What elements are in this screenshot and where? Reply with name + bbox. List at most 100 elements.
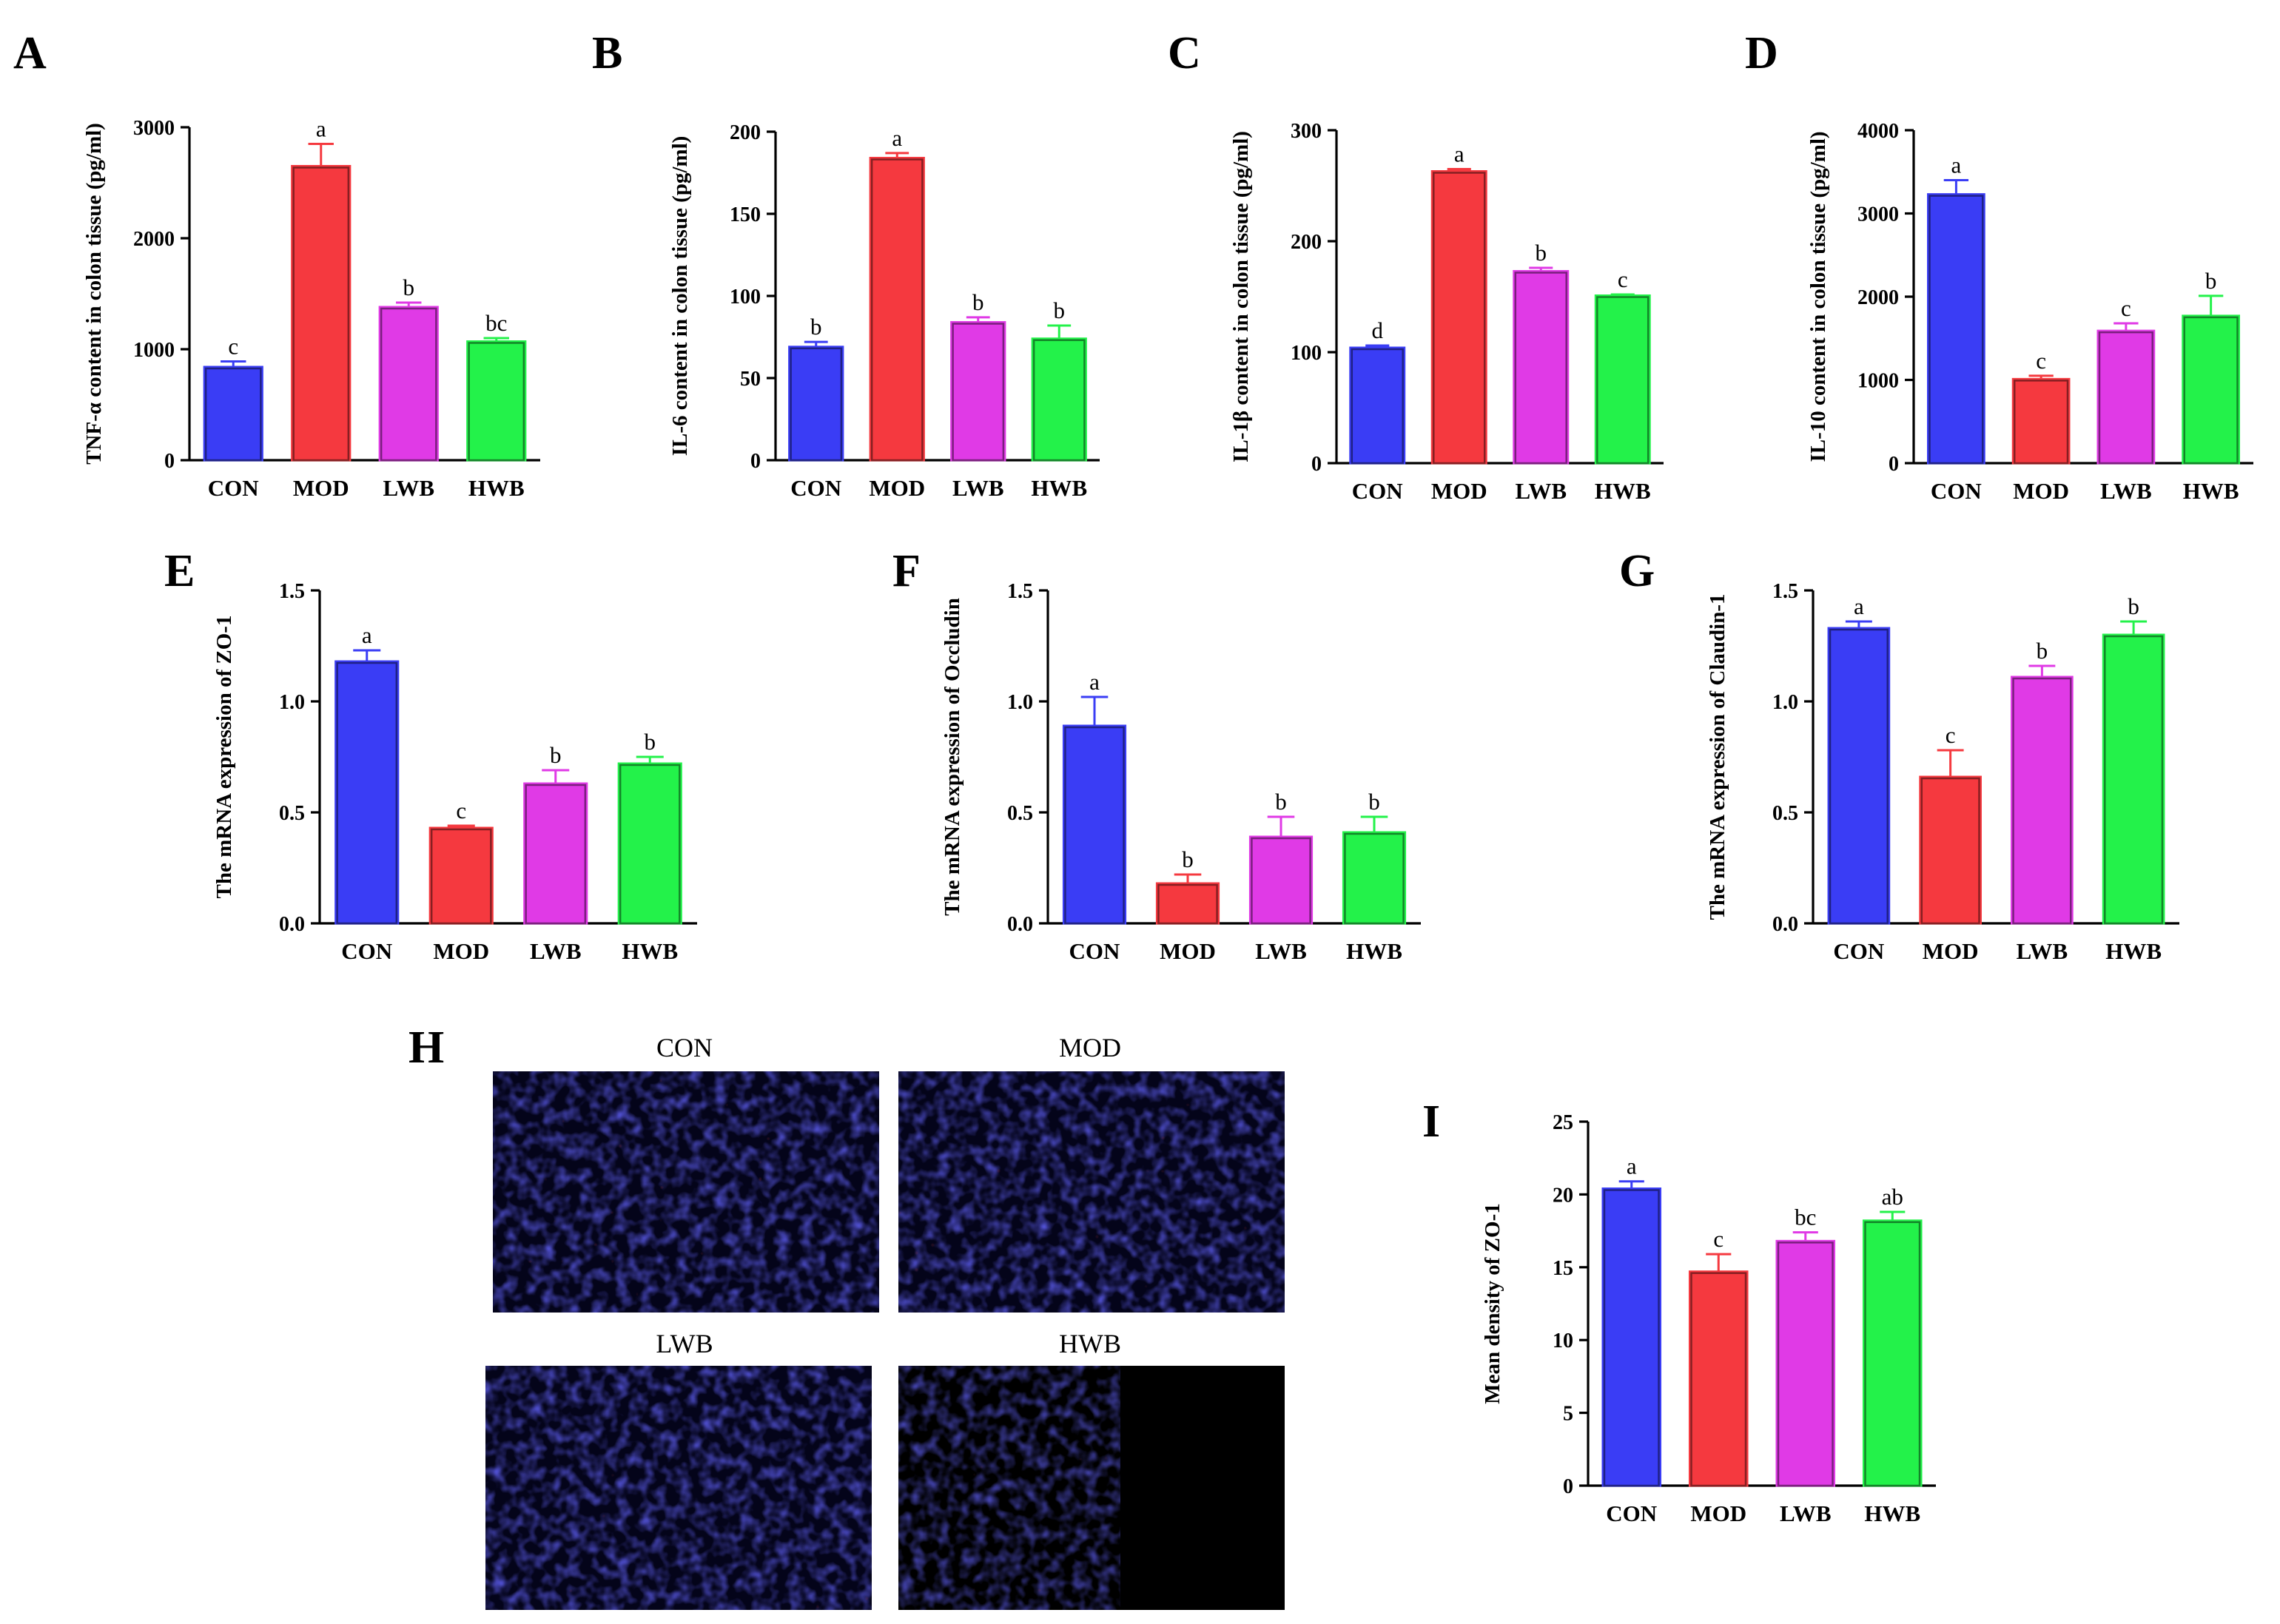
bar-outline-d-mod [2014, 380, 2069, 465]
chart-g: 0.0 0.5 1.0 1.5 The mRNA expression of Claud… [1706, 580, 2179, 964]
y-tick-label-e: 0.0 [279, 913, 305, 936]
chart-d: 0 1000 2000 3000 4000 IL-10 content in colon … [1806, 120, 2253, 504]
bar-outline-c-hwb [1596, 296, 1650, 465]
bar-c-mod [1430, 170, 1487, 465]
bar-g-lwb [2011, 675, 2074, 925]
bar-outline-g-hwb [2104, 635, 2164, 925]
sig-label-d-mod: c [2036, 348, 2046, 374]
sig-label-d-con: a [1951, 152, 1961, 178]
panel-label-f: F [892, 546, 921, 596]
bar-outline-b-hwb [1032, 339, 1086, 462]
y-tick-label-d: 0 [1889, 453, 1899, 476]
bar-outline-d-lwb [2098, 331, 2153, 465]
bar-b-mod [869, 157, 925, 462]
bar-b-con [788, 346, 844, 462]
y-axis-title-f: The mRNA expression of Occludin [941, 598, 964, 916]
micrograph-mod [898, 1071, 1285, 1313]
sig-label-f-mod: b [1182, 846, 1194, 872]
bar-a-lwb [378, 306, 439, 462]
x-tick-label-e: HWB [622, 938, 678, 964]
x-tick-label-d: LWB [2100, 478, 2152, 504]
bar-outline-i-lwb [1777, 1241, 1834, 1487]
chart-b: 0 50 100 150 200 IL-6 content in colon tissue… [668, 121, 1100, 501]
bar-outline-i-mod [1690, 1272, 1747, 1487]
x-tick-label-e: LWB [530, 938, 582, 964]
bar-outline-f-con [1064, 726, 1125, 925]
sig-label-c-mod: a [1454, 141, 1464, 167]
sig-label-e-mod: c [456, 798, 466, 823]
y-tick-label-g: 1.5 [1772, 580, 1798, 603]
y-tick-label-b: 200 [730, 121, 761, 144]
bar-outline-b-con [790, 347, 843, 462]
bar-a-mod [291, 165, 352, 462]
bar-outline-g-lwb [2012, 677, 2072, 925]
sig-label-d-hwb: b [2205, 268, 2217, 294]
micrograph-title-con: CON [656, 1033, 713, 1062]
y-tick-label-a: 1000 [133, 339, 175, 362]
x-tick-label-g: LWB [2017, 938, 2068, 964]
bar-e-mod [428, 826, 494, 925]
bar-outline-g-mod [1920, 777, 1980, 925]
bar-i-lwb [1775, 1239, 1836, 1487]
bar-i-hwb [1862, 1219, 1923, 1487]
panel-label-h: H [408, 1022, 444, 1073]
y-tick-label-d: 2000 [1857, 286, 1899, 309]
y-tick-label-a: 3000 [133, 117, 175, 140]
y-tick-label-a: 0 [164, 450, 175, 473]
y-tick-label-f: 1.0 [1007, 691, 1033, 714]
bar-outline-e-lwb [525, 784, 587, 925]
y-tick-label-g: 1.0 [1772, 691, 1798, 714]
bar-outline-f-lwb [1251, 837, 1311, 925]
y-tick-label-f: 0.0 [1007, 913, 1033, 936]
bar-g-con [1827, 627, 1891, 925]
y-axis-title-a: TNF-α content in colon tissue (pg/ml) [82, 123, 106, 465]
x-tick-label-a: LWB [383, 475, 434, 501]
y-tick-label-e: 0.5 [279, 802, 305, 825]
bar-a-hwb [466, 340, 527, 462]
chart-a: 0 1000 2000 3000 TNF-α content in colon tiss… [82, 116, 540, 501]
x-tick-label-i: CON [1606, 1500, 1657, 1526]
x-tick-label-b: MOD [869, 475, 925, 501]
sig-label-c-lwb: b [1536, 240, 1547, 266]
bar-outline-c-mod [1433, 172, 1486, 465]
panel-label-c: C [1168, 28, 1201, 78]
y-axis-title-b: IL-6 content in colon tissue (pg/ml) [668, 136, 692, 456]
sig-label-a-con: c [228, 334, 238, 360]
y-tick-label-i: 15 [1553, 1257, 1573, 1280]
x-tick-label-a: MOD [293, 475, 349, 501]
bar-g-mod [1919, 775, 1982, 925]
x-tick-label-g: CON [1833, 938, 1884, 964]
bar-outline-e-hwb [619, 764, 681, 925]
sig-label-a-mod: a [316, 116, 326, 142]
x-tick-label-i: LWB [1780, 1500, 1832, 1526]
sig-label-g-lwb: b [2037, 638, 2048, 664]
y-tick-label-e: 1.0 [279, 691, 305, 714]
micrograph-lwb [485, 1366, 872, 1610]
y-tick-label-c: 100 [1291, 342, 1322, 365]
bar-outline-f-mod [1157, 883, 1218, 925]
sig-label-c-hwb: c [1618, 266, 1628, 292]
sig-label-e-con: a [362, 622, 372, 648]
y-axis-title-i: Mean density of ZO-1 [1481, 1203, 1504, 1404]
chart-f: 0.0 0.5 1.0 1.5 The mRNA expression of Occlu… [941, 580, 1421, 964]
bar-outline-e-mod [430, 828, 492, 925]
y-tick-label-f: 1.5 [1007, 580, 1033, 603]
y-tick-label-b: 50 [740, 368, 761, 391]
x-tick-label-b: HWB [1031, 475, 1087, 501]
sig-label-g-hwb: b [2128, 593, 2139, 619]
y-tick-label-i: 0 [1563, 1475, 1573, 1498]
y-tick-label-d: 4000 [1857, 120, 1899, 143]
bar-a-con [203, 365, 263, 462]
y-tick-label-c: 300 [1291, 120, 1322, 143]
y-tick-label-b: 150 [730, 203, 761, 226]
bar-outline-e-con [336, 661, 398, 925]
y-tick-label-c: 0 [1311, 453, 1322, 476]
bar-b-lwb [950, 321, 1006, 462]
x-tick-label-c: CON [1352, 478, 1403, 504]
sig-label-i-mod: c [1713, 1226, 1724, 1252]
bar-c-lwb [1513, 270, 1570, 465]
sig-label-i-con: a [1627, 1153, 1637, 1179]
bar-c-con [1349, 346, 1406, 465]
bar-d-hwb [2182, 314, 2240, 465]
